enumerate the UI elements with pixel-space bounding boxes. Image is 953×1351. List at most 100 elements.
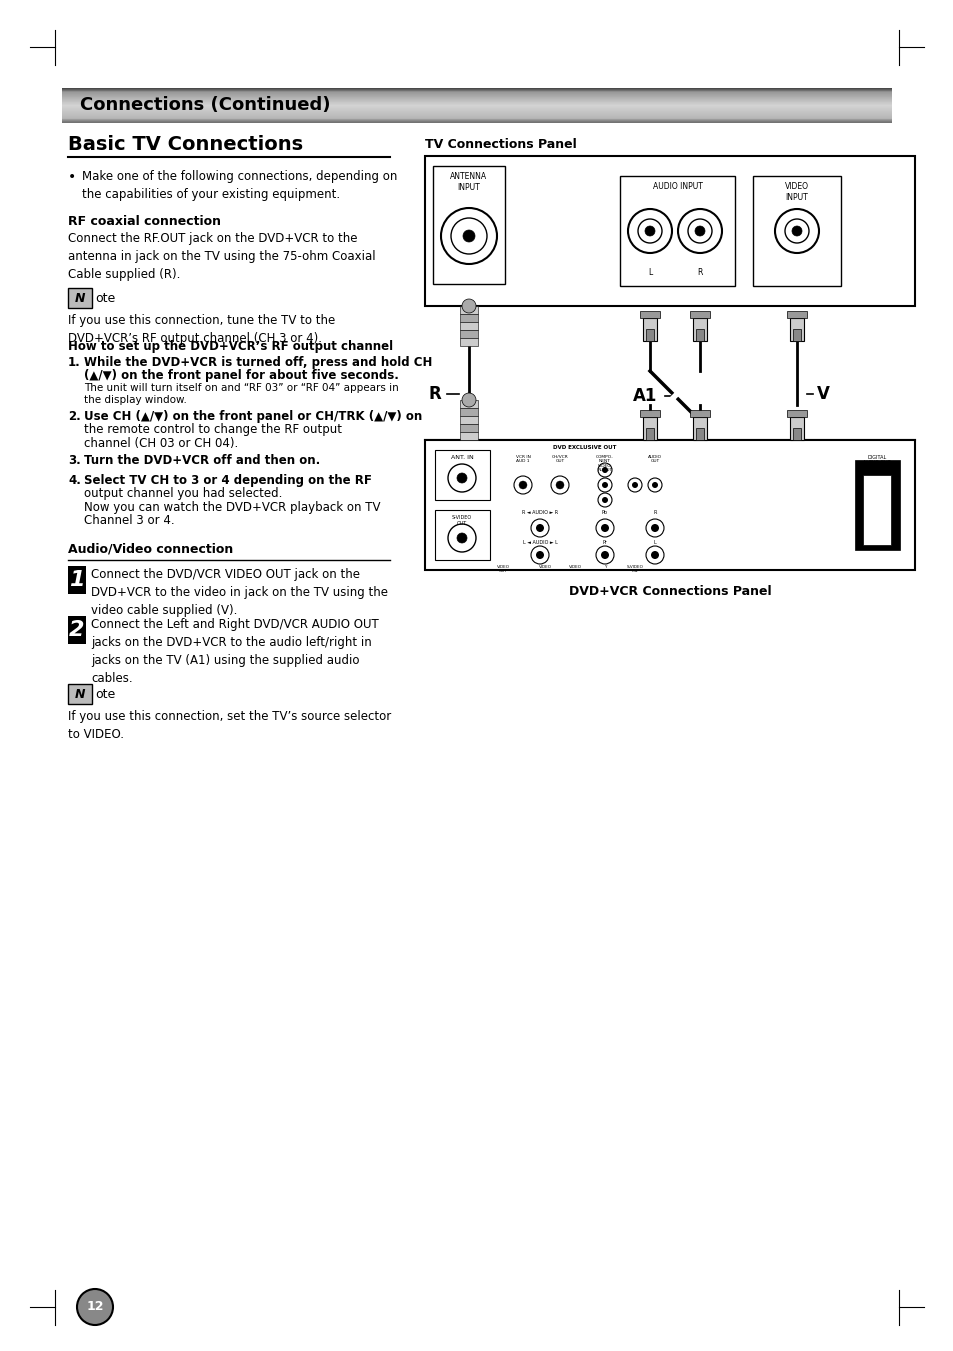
Text: Audio/Video connection: Audio/Video connection [68,542,233,555]
Text: 2.: 2. [68,409,81,423]
Bar [459,322,477,330]
Circle shape [601,467,607,473]
Text: A1: A1 [632,386,657,405]
Text: Pr: Pr [602,540,607,544]
Text: Turn the DVD+VCR off and then on.: Turn the DVD+VCR off and then on. [84,454,320,467]
Text: AUDIO INPUT: AUDIO INPUT [652,182,701,190]
Text: L ◄ AUDIO ► L: L ◄ AUDIO ► L [522,540,557,544]
Circle shape [644,226,655,236]
Bar [752,176,841,286]
Bar [696,428,703,440]
Bar [435,450,490,500]
Text: N: N [74,688,85,701]
Bar [692,417,706,440]
Text: the display window.: the display window. [84,394,187,405]
Circle shape [536,551,543,559]
Bar [459,424,477,432]
Text: Channel 3 or 4.: Channel 3 or 4. [84,515,174,527]
Text: If you use this connection, set the TV’s source selector
to VIDEO.: If you use this connection, set the TV’s… [68,711,391,740]
Circle shape [461,393,476,407]
Text: Connect the DVD/VCR VIDEO OUT jack on the
DVD+VCR to the video in jack on the TV: Connect the DVD/VCR VIDEO OUT jack on th… [91,567,388,617]
Bar [433,166,504,284]
Text: If you use this connection, tune the TV to the
DVD+VCR’s RF output channel (CH 3: If you use this connection, tune the TV … [68,313,335,345]
Bar [642,319,657,340]
Circle shape [456,473,467,484]
Text: L: L [653,540,656,544]
Text: VIDEO: VIDEO [537,565,551,569]
Text: CH/VCR
OUT: CH/VCR OUT [551,455,568,463]
Circle shape [601,482,607,488]
Bar [459,416,477,424]
Text: R ◄ AUDIO ► R: R ◄ AUDIO ► R [521,509,558,515]
Bar [459,313,477,322]
Bar [689,411,709,417]
Bar [642,417,657,440]
Text: channel (CH 03 or CH 04).: channel (CH 03 or CH 04). [84,436,238,450]
Text: VIDEO
INPUT: VIDEO INPUT [784,182,808,203]
Bar [68,566,86,594]
Text: R: R [697,267,702,277]
Bar [639,411,659,417]
Text: Select TV CH to 3 or 4 depending on the RF: Select TV CH to 3 or 4 depending on the … [84,474,372,486]
Bar [786,411,806,417]
Text: Connect the RF.OUT jack on the DVD+VCR to the
antenna in jack on the TV using th: Connect the RF.OUT jack on the DVD+VCR t… [68,232,375,281]
Text: R: R [653,509,656,515]
Bar [424,155,914,305]
Text: R: R [428,385,440,403]
Bar [696,328,703,340]
Text: Y: Y [603,565,605,569]
Circle shape [462,230,475,242]
Circle shape [77,1289,112,1325]
Text: Use CH (▲/▼) on the front panel or CH/TRK (▲/▼) on: Use CH (▲/▼) on the front panel or CH/TR… [84,409,422,423]
Text: S-VIDEO
MA: S-VIDEO MA [626,565,642,573]
Text: 3.: 3. [68,454,81,467]
Bar [639,311,659,319]
Text: ANT. IN: ANT. IN [450,455,473,459]
Text: Basic TV Connections: Basic TV Connections [68,135,303,154]
Circle shape [518,481,526,489]
Bar [854,459,899,550]
Circle shape [456,534,467,543]
Text: The unit will turn itself on and “RF 03” or “RF 04” appears in: The unit will turn itself on and “RF 03”… [84,382,398,393]
Bar [435,509,490,561]
Text: Connections (Continued): Connections (Continued) [80,96,330,113]
Text: 4.: 4. [68,474,81,486]
Text: S-VIDEO
OUT: S-VIDEO OUT [452,515,472,526]
Circle shape [461,299,476,313]
Circle shape [791,226,801,236]
Bar [459,330,477,338]
Text: Make one of the following connections, depending on
the capabilities of your exi: Make one of the following connections, d… [82,170,397,201]
Text: Pb: Pb [601,509,607,515]
Text: VIDEO
OUT: VIDEO OUT [496,565,509,573]
Text: output channel you had selected.: output channel you had selected. [84,488,282,500]
Bar [68,288,91,308]
Text: DIGITAL
AUDIO OUT: DIGITAL AUDIO OUT [862,455,890,465]
Text: AUDIO
OUT: AUDIO OUT [647,455,661,463]
Text: Now you can watch the DVD+VCR playback on TV: Now you can watch the DVD+VCR playback o… [84,501,380,513]
Text: L: L [647,267,652,277]
Circle shape [687,219,711,243]
Circle shape [650,524,659,532]
Bar [792,328,801,340]
Circle shape [650,551,659,559]
Bar [645,328,654,340]
Circle shape [695,226,704,236]
Text: RF coaxial connection: RF coaxial connection [68,215,221,228]
Text: VCR IN
AUD 1: VCR IN AUD 1 [515,455,530,463]
Text: While the DVD+VCR is turned off, press and hold CH: While the DVD+VCR is turned off, press a… [84,357,432,369]
Circle shape [784,219,808,243]
Text: 12: 12 [86,1301,104,1313]
Text: 1.: 1. [68,357,81,369]
Text: COMPO-
NENT
VIDEO
IN/OUT: COMPO- NENT VIDEO IN/OUT [596,455,614,471]
Text: OPTICAL: OPTICAL [865,540,886,544]
Text: How to set up the DVD+VCR’s RF output channel: How to set up the DVD+VCR’s RF output ch… [68,340,393,353]
Bar [862,476,890,544]
Bar [619,176,734,286]
Bar [689,311,709,319]
Bar [68,616,86,644]
Circle shape [600,551,608,559]
Bar [789,319,803,340]
Bar [459,338,477,346]
Circle shape [631,482,638,488]
Text: ote: ote [95,292,115,304]
